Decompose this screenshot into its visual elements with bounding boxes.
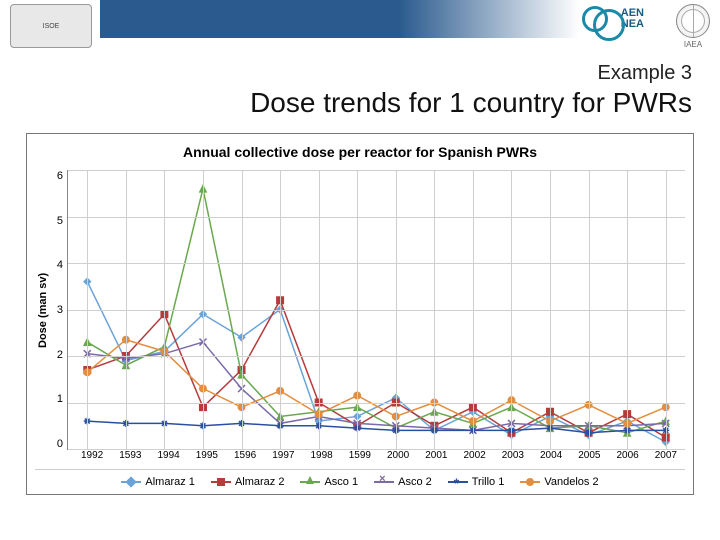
gridline-v — [280, 170, 281, 449]
iaea-label: IAEA — [684, 40, 702, 49]
gridline-v — [589, 170, 590, 449]
nea-logo: AEN NEA — [582, 6, 644, 32]
legend-item: * Trillo 1 — [448, 476, 505, 488]
legend-marker-icon: * — [454, 475, 462, 483]
legend-marker-icon — [306, 476, 314, 484]
gridline-v — [511, 170, 512, 449]
legend-marker-icon — [526, 478, 534, 486]
gridline-v — [319, 170, 320, 449]
x-tick: 1995 — [188, 450, 226, 461]
x-tick: 2003 — [494, 450, 532, 461]
x-tick: 1994 — [150, 450, 188, 461]
legend-item: Almaraz 1 — [121, 476, 195, 488]
chart-container: Annual collective dose per reactor for S… — [26, 133, 694, 495]
x-tick: 1997 — [264, 450, 302, 461]
legend-marker-icon — [126, 476, 137, 487]
y-tick: 6 — [49, 170, 63, 182]
x-tick: 1593 — [111, 450, 149, 461]
nea-rings-icon — [582, 6, 608, 32]
x-tick: 1599 — [341, 450, 379, 461]
y-tick: 0 — [49, 438, 63, 450]
legend-label: Vandelos 2 — [544, 476, 598, 488]
legend-label: Almaraz 1 — [145, 476, 195, 488]
legend-swatch-icon — [211, 481, 231, 483]
legend-label: Trillo 1 — [472, 476, 505, 488]
y-tick: 3 — [49, 304, 63, 316]
gridline-v — [164, 170, 165, 449]
plot-area — [67, 170, 685, 450]
gridline-v — [666, 170, 667, 449]
legend-item: Asco 1 — [300, 476, 358, 488]
gridline-h — [68, 403, 685, 404]
chart-title: Annual collective dose per reactor for S… — [35, 144, 685, 160]
title-block: Example 3 Dose trends for 1 country for … — [0, 56, 720, 127]
gridline-v — [627, 170, 628, 449]
gridline-h — [68, 217, 685, 218]
gridline-v — [550, 170, 551, 449]
x-tick: 2002 — [456, 450, 494, 461]
x-tick: 1998 — [303, 450, 341, 461]
legend-item: Vandelos 2 — [520, 476, 598, 488]
globe-icon — [676, 4, 710, 38]
gridline-v — [87, 170, 88, 449]
gridline-h — [68, 263, 685, 264]
y-tick: 2 — [49, 349, 63, 361]
x-axis-ticks: 1992159319941995159619971998159920002001… — [73, 450, 685, 461]
gridline-v — [473, 170, 474, 449]
slide-supertitle: Example 3 — [0, 62, 692, 85]
gridline-v — [396, 170, 397, 449]
legend-marker-icon: × — [379, 473, 387, 481]
isoe-logo: ISOE — [10, 4, 92, 48]
legend-label: Almaraz 2 — [235, 476, 285, 488]
legend-label: Asco 2 — [398, 476, 432, 488]
x-tick: 1992 — [73, 450, 111, 461]
y-tick: 1 — [49, 393, 63, 405]
legend-item: × Asco 2 — [374, 476, 432, 488]
header-banner-solid — [100, 0, 400, 38]
header: ISOE AEN NEA IAEA — [0, 0, 720, 56]
y-tick: 4 — [49, 259, 63, 271]
x-tick: 1596 — [226, 450, 264, 461]
gridline-v — [203, 170, 204, 449]
legend: Almaraz 1 Almaraz 2 Asco 1 × Asco 2 * Trillo 1… — [35, 469, 685, 488]
x-tick: 2007 — [647, 450, 685, 461]
legend-swatch-icon — [121, 481, 141, 483]
legend-marker-icon — [217, 478, 225, 486]
gridline-v — [357, 170, 358, 449]
gridline-h — [68, 356, 685, 357]
gridline-v — [434, 170, 435, 449]
series-line — [87, 340, 665, 424]
y-axis-ticks: 6 5 4 3 2 1 0 — [49, 170, 67, 450]
gridline-h — [68, 170, 685, 171]
x-tick: 2005 — [570, 450, 608, 461]
gridline-v — [242, 170, 243, 449]
x-tick: 2000 — [379, 450, 417, 461]
series-line — [87, 189, 665, 433]
gridline-h — [68, 449, 685, 450]
legend-swatch-icon: * — [448, 481, 468, 483]
iaea-logo: IAEA — [676, 4, 710, 49]
x-tick: 2004 — [532, 450, 570, 461]
legend-swatch-icon — [520, 481, 540, 483]
x-tick: 2006 — [609, 450, 647, 461]
y-axis-label: Dose (man sv) — [35, 170, 49, 450]
legend-swatch-icon: × — [374, 481, 394, 483]
legend-label: Asco 1 — [324, 476, 358, 488]
x-tick: 2001 — [417, 450, 455, 461]
legend-swatch-icon — [300, 481, 320, 483]
legend-item: Almaraz 2 — [211, 476, 285, 488]
gridline-h — [68, 310, 685, 311]
header-banner-gradient — [400, 0, 580, 38]
y-tick: 5 — [49, 215, 63, 227]
slide-title: Dose trends for 1 country for PWRs — [0, 87, 692, 119]
gridline-v — [126, 170, 127, 449]
